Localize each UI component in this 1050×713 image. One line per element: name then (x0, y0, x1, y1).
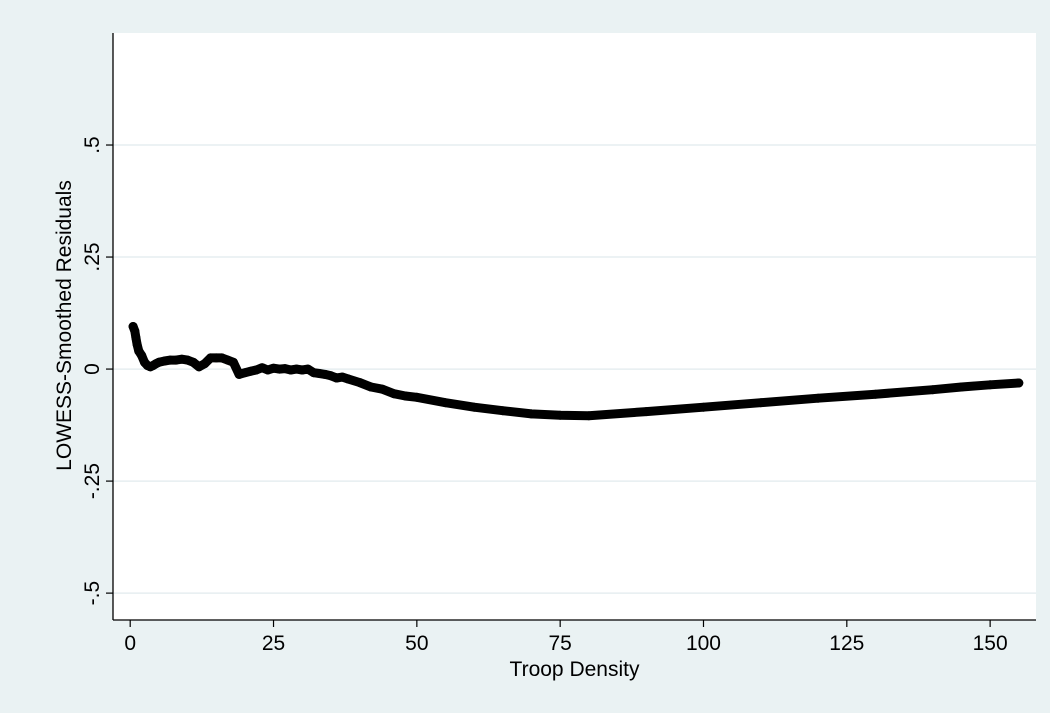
data-point (389, 389, 399, 399)
data-point (928, 385, 938, 395)
axes (112, 33, 1036, 621)
data-point (412, 392, 422, 402)
data-point (200, 359, 210, 369)
x-tick-label: 75 (548, 632, 571, 655)
x-tick-label: 0 (124, 632, 136, 655)
data-point (527, 409, 536, 419)
data-point (957, 382, 966, 392)
data-point (377, 384, 387, 394)
data-point (400, 391, 410, 401)
series-layer (128, 322, 1024, 421)
data-point (813, 393, 823, 403)
data-point (985, 380, 995, 390)
y-tick-label: .25 (81, 242, 104, 271)
data-point (130, 326, 140, 336)
x-tick-label: 150 (973, 632, 1008, 655)
y-tick-label: -.25 (81, 463, 104, 499)
data-point (366, 382, 376, 392)
data-point (871, 389, 880, 399)
data-point (699, 402, 708, 412)
x-tick-label: 25 (262, 632, 285, 655)
data-point (131, 333, 141, 343)
data-point (469, 402, 479, 412)
data-point (343, 374, 353, 384)
plot-area (113, 33, 1036, 620)
x-tick-label: 125 (829, 632, 864, 655)
y-axis-title: LOWESS-Smoothed Residuals (53, 180, 76, 471)
x-tick-label: 50 (405, 632, 428, 655)
x-axis-title: Troop Density (510, 658, 640, 681)
y-tick-label: .5 (81, 136, 104, 154)
data-point (441, 398, 450, 408)
y-tick-label: 0 (81, 363, 104, 375)
data-point (555, 410, 565, 420)
x-tick-label: 100 (686, 632, 721, 655)
data-point (1014, 378, 1024, 388)
y-tick-label: -.5 (81, 581, 104, 606)
data-point (584, 411, 594, 421)
data-point (355, 378, 364, 387)
data-point (641, 407, 651, 417)
data-point (756, 398, 766, 408)
tick-marks: -.5 -.25 0 .25 .5 0 25 50 75 100 125 150 (81, 136, 1008, 655)
data-point (498, 406, 508, 416)
data-point (228, 357, 238, 367)
